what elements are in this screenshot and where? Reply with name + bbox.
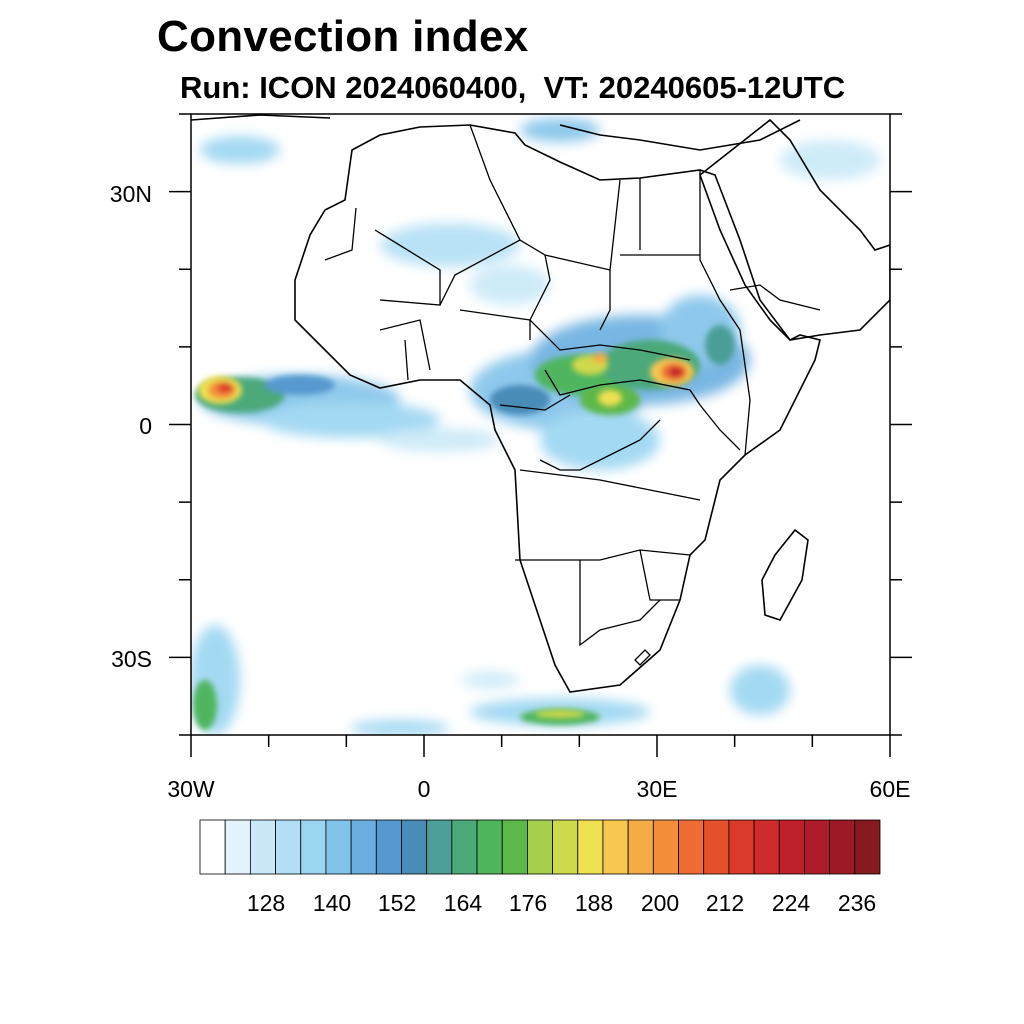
colorbar-swatch [224, 819, 251, 875]
colorbar-label: 128 [247, 890, 285, 916]
colorbar-swatch [678, 819, 705, 875]
axis-ticks [169, 113, 912, 757]
colorbar-swatch [778, 819, 805, 875]
colorbar-swatch [854, 819, 881, 875]
lon-label-30e: 30E [637, 776, 678, 802]
colorbar-swatch [249, 819, 276, 875]
colorbar-label: 164 [444, 890, 483, 916]
colorbar-swatch [199, 819, 226, 875]
lon-label-30w: 30W [167, 776, 215, 802]
arabia [699, 118, 890, 341]
colorbar-swatch [300, 819, 327, 875]
colorbar-swatch [627, 819, 654, 875]
colorbar-swatch [375, 819, 402, 875]
colorbar-swatch [577, 819, 604, 875]
colorbar-swatch [804, 819, 831, 875]
lat-label-0: 0 [139, 413, 152, 439]
colorbar-labels: 128 140 152 164 176 188 200 212 224 236 [247, 890, 876, 916]
country-borders [324, 124, 821, 666]
lon-label-0: 0 [418, 776, 431, 802]
colorbar-label: 224 [772, 890, 811, 916]
colorbar-label: 176 [509, 890, 547, 916]
field-layer [191, 118, 880, 735]
colorbar-swatch [753, 819, 780, 875]
colorbar-swatch [501, 819, 528, 875]
lon-label-60e: 60E [870, 776, 911, 802]
colorbar-swatch [552, 819, 579, 875]
colorbar-label: 188 [575, 890, 613, 916]
colorbar-label: 200 [641, 890, 679, 916]
colorbar-swatch [829, 819, 856, 875]
colorbar-label: 140 [313, 890, 351, 916]
lat-label-30s: 30S [111, 646, 152, 672]
colorbar-swatch [476, 819, 503, 875]
colorbar-swatch [652, 819, 679, 875]
colorbar-swatch [527, 819, 553, 875]
colorbar-swatch [426, 819, 453, 875]
colorbar [199, 819, 881, 875]
map-subtitle: Run: ICON 2024060400, VT: 20240605-12UTC [180, 70, 846, 105]
map-title: Convection index [157, 12, 529, 61]
colorbar-label: 212 [706, 890, 744, 916]
colorbar-label: 236 [838, 890, 876, 916]
colorbar-swatch [350, 819, 377, 875]
colorbar-swatch [451, 819, 478, 875]
madagascar [761, 528, 809, 621]
colorbar-label: 152 [378, 890, 416, 916]
colorbar-swatch [703, 819, 730, 875]
colorbar-swatch [602, 819, 629, 875]
colorbar-swatch [325, 819, 352, 875]
lat-label-30n: 30N [110, 181, 152, 207]
europe-coast [191, 114, 801, 151]
colorbar-swatch [401, 819, 428, 875]
colorbar-swatch [728, 819, 755, 875]
colorbar-swatch [275, 819, 302, 875]
